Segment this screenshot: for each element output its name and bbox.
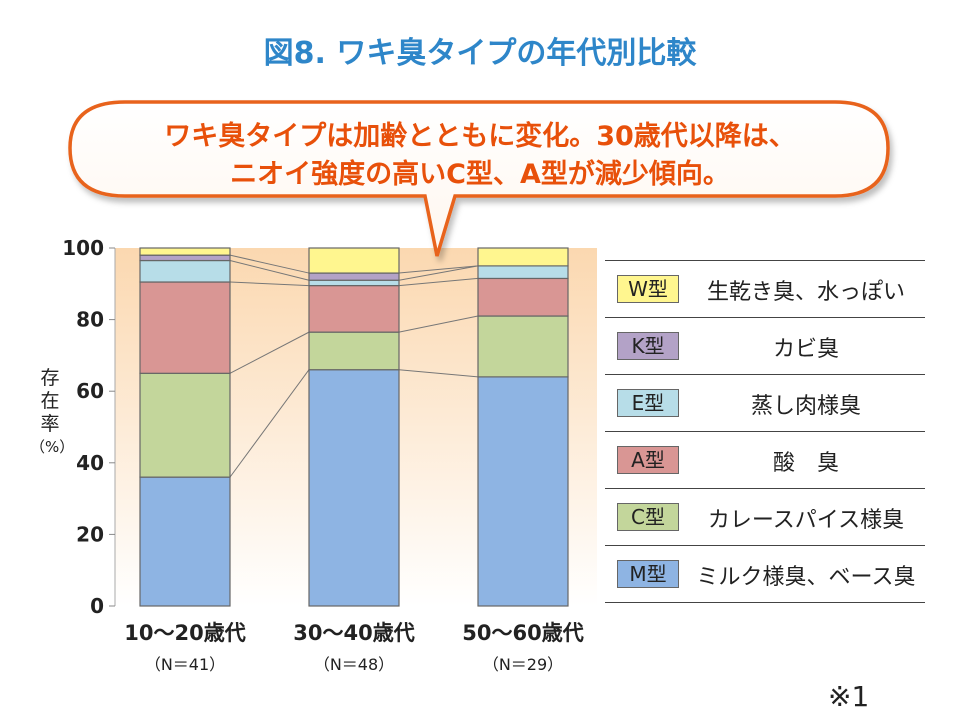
bar-segment-E [139, 259, 231, 283]
callout-line-2: ニオイ強度の高いC型、A型が減少傾向。 [230, 159, 730, 190]
connector-line [398, 315, 479, 333]
y-axis-title-char: 在 [40, 390, 60, 412]
legend-swatch: M型 [617, 560, 679, 588]
bar-segment-K [308, 272, 400, 281]
connector-line [398, 277, 479, 287]
bar-segment-E [308, 279, 400, 287]
bar-segment-A [477, 277, 569, 317]
callout-line-1: ワキ臭タイプは加齢とともに変化。30歳代以降は、 [164, 121, 796, 152]
legend-swatch: C型 [617, 503, 679, 531]
bar-group [139, 247, 569, 607]
legend-item: E型 蒸し肉様臭 [605, 374, 925, 431]
legend-swatch: W型 [617, 275, 679, 303]
connector-line [229, 281, 310, 287]
x-tick-note: （N＝29） [483, 655, 563, 674]
y-tick-label: 100 [62, 236, 104, 260]
legend-label: 蒸し肉様臭 [750, 394, 861, 419]
legend-label: カレースパイス様臭 [707, 508, 905, 533]
y-tick-label: 80 [76, 308, 104, 332]
footnote: ※1 [828, 680, 870, 713]
x-tick-note: （N＝41） [145, 655, 225, 674]
legend-label: カビ臭 [772, 337, 839, 362]
bar-segment-M [139, 476, 231, 607]
connector-line [398, 265, 479, 274]
y-axis-title-char: 存 [40, 367, 60, 389]
bar-segment-E [477, 265, 569, 280]
x-tick-note: （N＝48） [314, 655, 394, 674]
legend-item: C型 カレースパイス様臭 [605, 488, 925, 545]
connector-line [398, 265, 479, 281]
x-tick-label: 30～40歳代 [293, 621, 414, 645]
y-axis-unit: （%） [30, 438, 75, 456]
y-tick-label: 0 [90, 594, 104, 618]
legend-item: M型 ミルク様臭、ベース臭 [605, 545, 925, 603]
legend-label: 生乾き臭、水っぽい [706, 280, 905, 305]
chart-title: 図8. ワキ臭タイプの年代別比較 [263, 36, 697, 71]
bar-segment-W [477, 247, 569, 267]
connector-line [229, 254, 310, 274]
bar-segment-M [477, 376, 569, 607]
y-axis-title-char: 率 [40, 413, 60, 435]
y-axis-title: 存在率 （%） [30, 367, 75, 459]
legend-swatch: E型 [617, 389, 679, 417]
callout-bubble [68, 100, 890, 257]
y-axis: 0 20 40 60 80 100 [62, 236, 116, 618]
legend-swatch: A型 [617, 446, 679, 474]
bar-segment-A [139, 281, 231, 374]
bar-segment-C [477, 315, 569, 378]
bar-segment-W [139, 247, 231, 256]
bar-segment-C [139, 372, 231, 478]
legend-item: K型 カビ臭 [605, 317, 925, 374]
legend-label: 酸 臭 [772, 451, 839, 476]
x-axis-labels: 10～20歳代 （N＝41） 30～40歳代 （N＝48） 50～60歳代 （N＝29） [124, 621, 583, 674]
bar-segment-C [308, 331, 400, 371]
connector-line [229, 331, 310, 374]
connector-line [229, 260, 310, 281]
bar-segment-A [308, 284, 400, 333]
legend-item: A型 酸 臭 [605, 431, 925, 488]
y-tick-label: 40 [76, 451, 104, 475]
connector-lines [229, 254, 479, 478]
bar-segment-K [139, 254, 231, 262]
legend-item: W型 生乾き臭、水っぽい [605, 260, 925, 317]
y-axis-title-text: 存在率 [30, 367, 70, 436]
connector-line [229, 369, 310, 478]
connector-line [398, 369, 479, 378]
legend: W型 生乾き臭、水っぽい K型 カビ臭 E型 蒸し肉様臭 A型 酸 臭 C型 カレースパイス様臭 M… [605, 260, 925, 603]
bar-segment-W [308, 247, 400, 274]
x-tick-label: 10～20歳代 [124, 621, 245, 645]
bar-segment-M [308, 369, 400, 607]
y-tick-label: 60 [76, 379, 104, 403]
x-tick-label: 50～60歳代 [462, 621, 583, 645]
legend-swatch: K型 [617, 332, 679, 360]
legend-label: ミルク様臭、ベース臭 [696, 565, 916, 590]
y-tick-label: 20 [76, 522, 104, 546]
